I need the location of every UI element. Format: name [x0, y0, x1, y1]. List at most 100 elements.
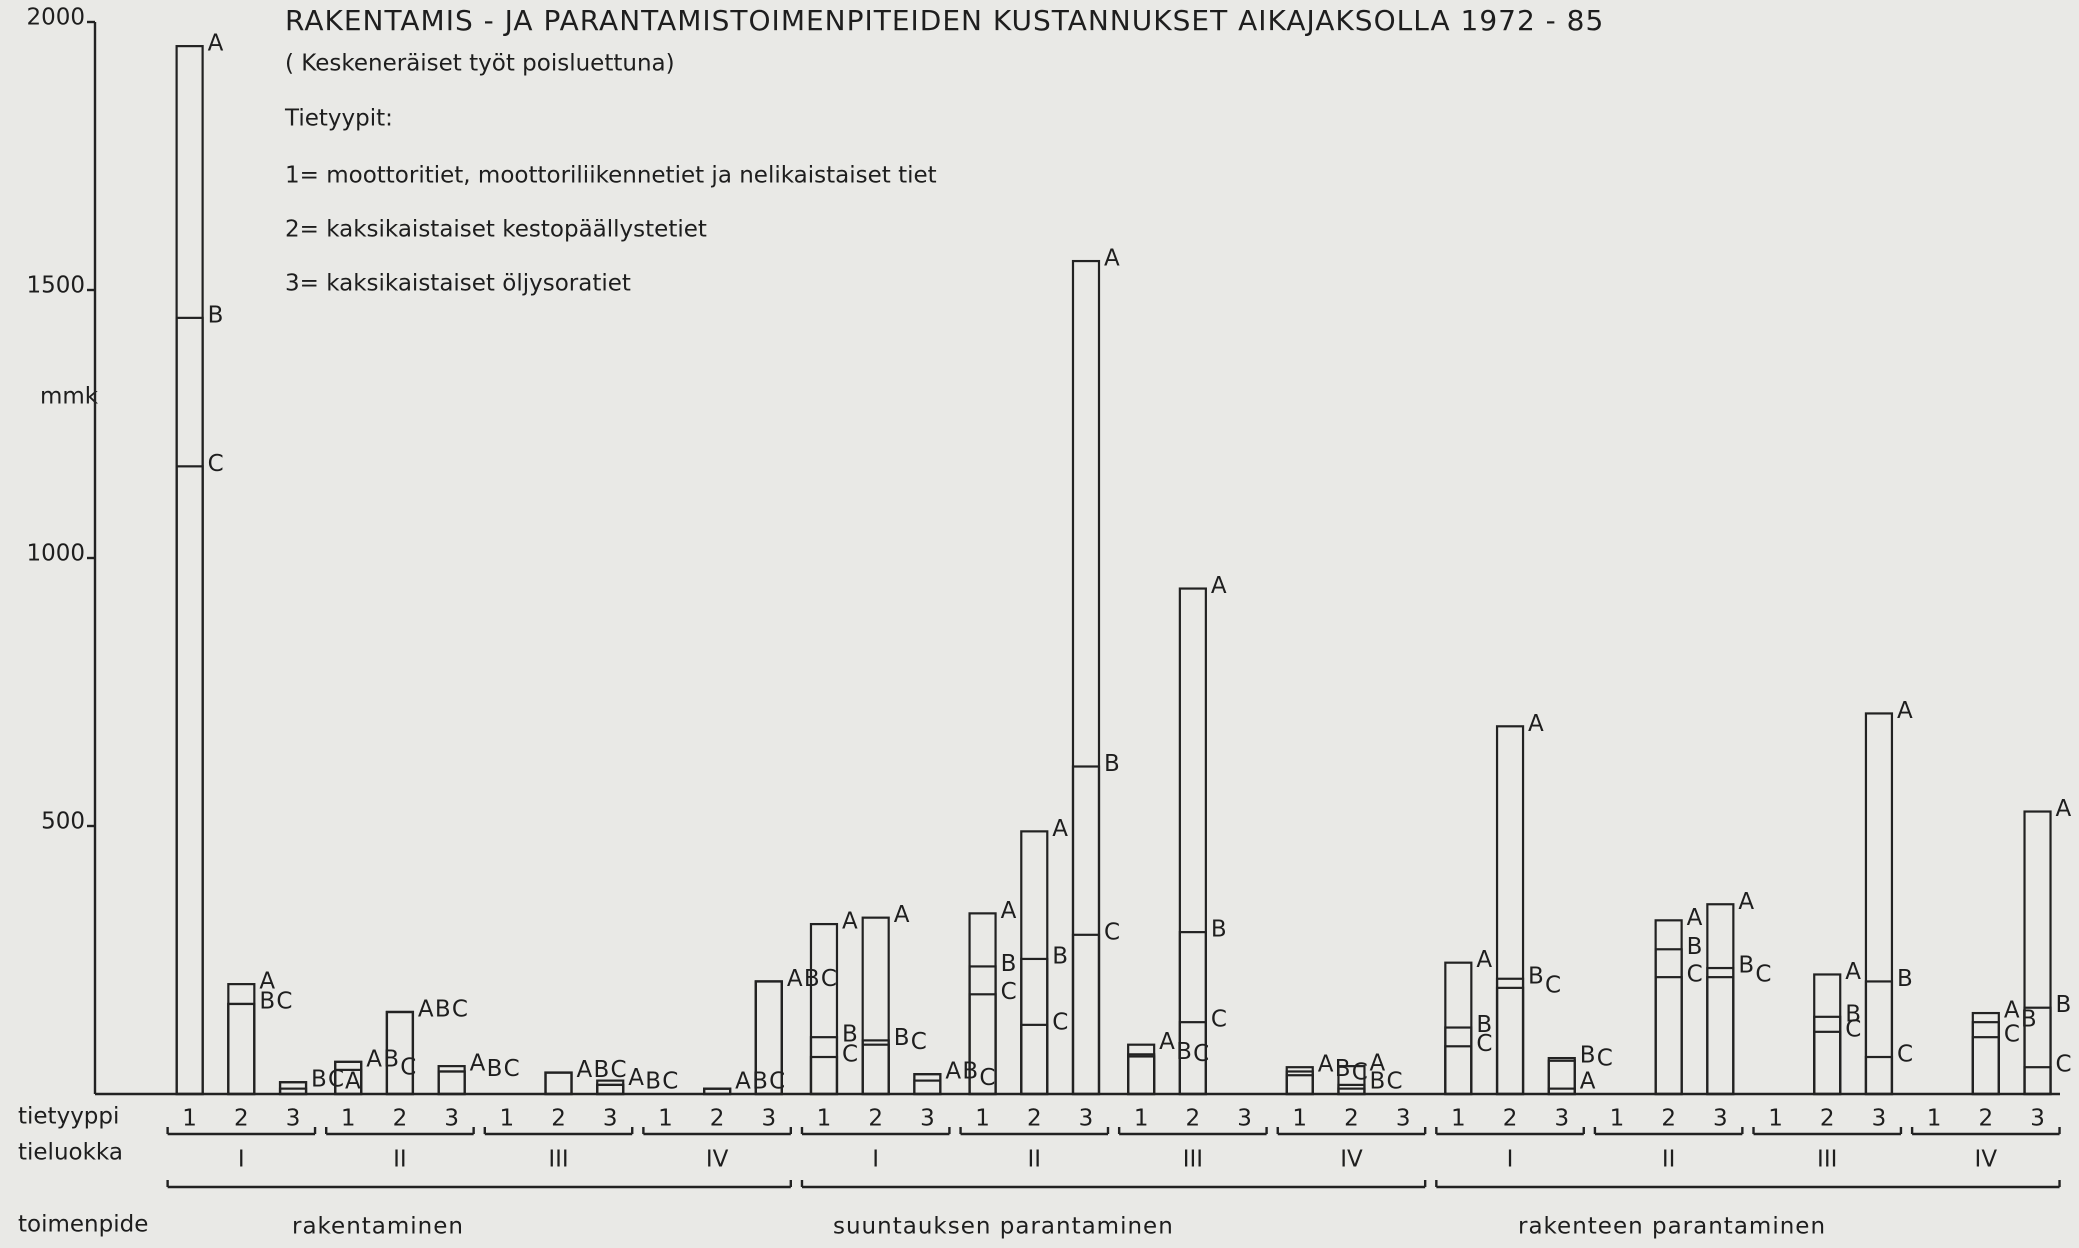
bar-level — [1127, 1055, 1156, 1096]
level-label: A — [366, 1046, 382, 1072]
level-label: B — [842, 1022, 858, 1048]
bar-level — [861, 1039, 890, 1096]
bar-level — [2023, 810, 2052, 1096]
level-label: B — [2021, 1007, 2037, 1033]
level-label: B — [259, 988, 275, 1014]
level-label: A — [1318, 1052, 1334, 1078]
level-label: A — [1476, 947, 1492, 973]
level-label: C — [1845, 1016, 1861, 1042]
x-tick-label: 3 — [761, 1106, 776, 1132]
bar-level — [1178, 931, 1207, 1096]
bar-level — [1706, 976, 1735, 1096]
bar-level — [1654, 948, 1683, 1096]
level-label: B — [1580, 1043, 1596, 1069]
x-tick-label: 3 — [1872, 1106, 1887, 1132]
level-label: A — [1001, 898, 1017, 924]
bar-level — [1547, 1059, 1576, 1096]
x-tick-label: 1 — [1134, 1106, 1149, 1132]
bar-level — [1864, 980, 1894, 1096]
level-label: C — [1211, 1007, 1227, 1033]
level-label: C — [821, 966, 837, 992]
level-label: A — [1369, 1051, 1385, 1077]
bar-level — [1020, 957, 1049, 1096]
level-label: C — [1052, 1009, 1068, 1035]
bar-level — [913, 1079, 942, 1096]
x-tick-label: 2 — [1186, 1106, 1201, 1132]
bar-level — [1971, 1011, 2000, 1096]
level-label: A — [628, 1065, 644, 1091]
y-tick-label: 2000 — [26, 5, 85, 31]
y-tick-label: 1500 — [26, 273, 85, 299]
measure-label: suuntauksen parantaminen — [833, 1214, 1174, 1240]
y-tick-label: 1000 — [26, 541, 85, 567]
x-tick-label: 1 — [341, 1106, 356, 1132]
bar-level — [1020, 1023, 1049, 1096]
class-label: I — [238, 1147, 245, 1173]
legend-item: 3= kaksikaistaiset öljysoratiet — [285, 271, 631, 297]
x-tick-label: 3 — [2030, 1106, 2045, 1132]
class-label: I — [1507, 1147, 1514, 1173]
bar-level — [1127, 1043, 1156, 1096]
level-label: C — [504, 1056, 520, 1082]
x-tick-label: 2 — [1661, 1106, 1676, 1132]
bar-level — [385, 1010, 415, 1096]
level-label: C — [208, 451, 224, 477]
x-tick-label: 1 — [1610, 1106, 1625, 1132]
level-label: B — [2056, 992, 2072, 1018]
bar-level — [1706, 966, 1735, 1096]
x-tick-label: 2 — [1503, 1106, 1518, 1132]
level-label: A — [787, 966, 803, 992]
bar-level — [1654, 919, 1683, 1096]
level-label: A — [345, 1069, 361, 1095]
level-label: C — [911, 1029, 927, 1055]
level-label: A — [1104, 246, 1120, 272]
bar-level — [1178, 587, 1207, 1096]
bar-level — [1654, 976, 1683, 1096]
bar-level — [175, 316, 204, 1096]
bar-level — [1020, 830, 1049, 1096]
bar-level — [861, 916, 890, 1096]
bar-level — [1813, 1030, 1842, 1096]
x-tick-label: 2 — [1978, 1106, 1993, 1132]
level-label: B — [1001, 951, 1017, 977]
x-tick-label: 2 — [1344, 1106, 1359, 1132]
legend-item: 1= moottoritiet, moottoriliikennetiet ja… — [285, 163, 937, 189]
x-tick-label: 1 — [658, 1106, 673, 1132]
bar-level — [227, 1002, 256, 1096]
level-label: B — [487, 1056, 503, 1082]
bar-level — [1285, 1074, 1314, 1096]
bar-level — [437, 1065, 466, 1096]
x-tick-label: 1 — [182, 1106, 197, 1132]
level-label: B — [1845, 1001, 1861, 1027]
x-tick-label: 2 — [710, 1106, 725, 1132]
level-label: C — [276, 988, 292, 1014]
level-label: C — [1755, 962, 1771, 988]
bar-level — [861, 1043, 890, 1096]
level-label: A — [1845, 959, 1861, 985]
level-label: B — [1897, 966, 1913, 992]
bar-level — [1971, 1036, 2000, 1096]
bar-level — [913, 1073, 942, 1096]
bar-level — [1706, 903, 1735, 1096]
bar-level — [1444, 1026, 1473, 1096]
bar-level — [1071, 259, 1101, 1096]
level-label: C — [1001, 979, 1017, 1005]
x-tick-label: 1 — [1768, 1106, 1783, 1132]
level-label: B — [383, 1046, 399, 1072]
x-tick-label: 1 — [1451, 1106, 1466, 1132]
level-label: A — [894, 902, 910, 928]
class-label: II — [1027, 1147, 1041, 1173]
level-label: C — [452, 996, 468, 1022]
level-label: A — [2056, 796, 2072, 822]
level-label: B — [1052, 943, 1068, 969]
x-tick-label: 1 — [1927, 1106, 1942, 1132]
level-label: A — [1738, 889, 1754, 915]
level-label: C — [1545, 972, 1561, 998]
bar-level — [596, 1083, 625, 1096]
level-label: C — [2056, 1052, 2072, 1078]
bar-level — [278, 1081, 308, 1096]
level-label: C — [1104, 919, 1120, 945]
x-tick-label: 2 — [393, 1106, 408, 1132]
bar-level — [437, 1070, 466, 1096]
